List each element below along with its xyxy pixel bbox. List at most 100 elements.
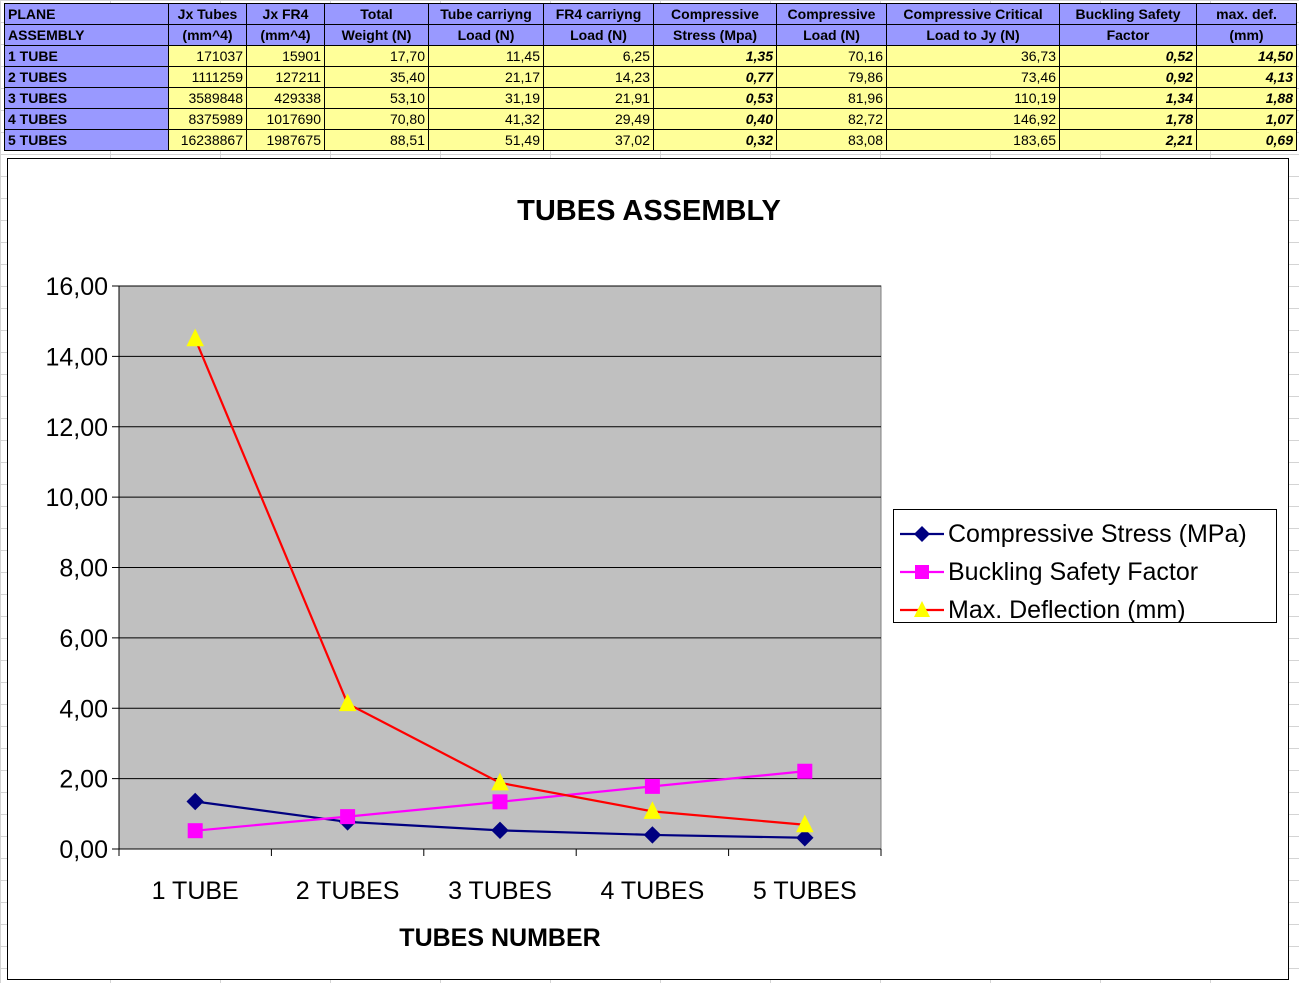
table-cell[interactable]: 2 TUBES [4,66,169,88]
table-header-cell[interactable]: Load (N) [776,24,887,46]
table-cell[interactable]: 1,34 [1059,87,1197,109]
data-point [492,794,508,810]
table-cell[interactable]: 0,53 [653,87,777,109]
table-header-cell[interactable]: FR4 carriyng [543,3,654,25]
data-point [795,814,814,833]
table-cell[interactable]: 6,25 [543,45,654,67]
table-header-cell[interactable]: Total [324,3,429,25]
table-cell[interactable]: 14,23 [543,66,654,88]
table-cell[interactable]: 51,49 [428,129,544,151]
data-point [643,826,662,844]
table-header-cell[interactable]: Jx FR4 [246,3,325,25]
x-tick-label: 4 TUBES [601,877,705,905]
table-cell[interactable]: 1 TUBE [4,45,169,67]
x-tick-label: 1 TUBE [152,877,239,905]
table-header-row: ASSEMBLY (mm^4) (mm^4) Weight (N) Load (N) Lo… [4,24,1297,46]
table-cell[interactable]: 1111259 [168,66,247,88]
table-header-cell[interactable]: Load (N) [428,24,544,46]
table-cell[interactable]: 1,07 [1196,108,1297,130]
table-cell[interactable]: 4 TUBES [4,108,169,130]
legend-item: Compressive Stress (MPa) [894,516,1276,554]
table-header-cell[interactable]: Buckling Safety [1059,3,1197,25]
table-cell[interactable]: 36,73 [886,45,1060,67]
table-cell[interactable]: 16238867 [168,129,247,151]
x-tick-label: 2 TUBES [296,877,400,905]
table-cell[interactable]: 11,45 [428,45,544,67]
table-cell[interactable]: 14,50 [1196,45,1297,67]
table-cell[interactable]: 5 TUBES [4,129,169,151]
table-cell[interactable]: 1,88 [1196,87,1297,109]
table-cell[interactable]: 53,10 [324,87,429,109]
table-cell[interactable]: 183,65 [886,129,1060,151]
table-cell[interactable]: 29,49 [543,108,654,130]
table-header-cell[interactable]: Load (N) [543,24,654,46]
table-cell[interactable]: 3589848 [168,87,247,109]
table-cell[interactable]: 31,19 [428,87,544,109]
table-cell[interactable]: 37,02 [543,129,654,151]
x-tick-label: 5 TUBES [753,877,857,905]
table-header-cell[interactable]: (mm) [1196,24,1297,46]
table-cell[interactable]: 1,35 [653,45,777,67]
table-cell[interactable]: 35,40 [324,66,429,88]
table-cell[interactable]: 1017690 [246,108,325,130]
table-header-cell[interactable]: (mm^4) [168,24,247,46]
table-cell[interactable]: 0,69 [1196,129,1297,151]
table-cell[interactable]: 21,91 [543,87,654,109]
table-row: 3 TUBES 3589848 429338 53,10 31,19 21,91 0,53 8… [4,87,1297,109]
table-cell[interactable]: 2,21 [1059,129,1197,151]
table-cell[interactable]: 21,17 [428,66,544,88]
data-point [186,792,204,811]
legend-swatch [900,526,944,542]
table-cell[interactable]: 83,08 [776,129,887,151]
table-cell[interactable]: 171037 [168,45,247,67]
table-header-row: PLANE Jx Tubes Jx FR4 Total Tube carriyng FR4… [4,3,1297,25]
table-header-cell[interactable]: Stress (Mpa) [653,24,777,46]
table-cell[interactable]: 1987675 [246,129,325,151]
table-row: 1 TUBE 171037 15901 17,70 11,45 6,25 1,35 70,16… [4,45,1297,67]
chart-title: TUBES ASSEMBLY [517,195,781,227]
table-cell[interactable]: 70,80 [324,108,429,130]
table-header-cell[interactable]: Compressive [776,3,887,25]
table-cell[interactable]: 1,78 [1059,108,1197,130]
table-cell[interactable]: 429338 [246,87,325,109]
table-cell[interactable]: 79,86 [776,66,887,88]
table-row: 2 TUBES 1111259 127211 35,40 21,17 14,23 0,77 7… [4,66,1297,88]
table-header-cell[interactable]: max. def. [1196,3,1297,25]
table-header-cell[interactable]: Jx Tubes [168,3,247,25]
table-cell[interactable]: 0,32 [653,129,777,151]
data-table: PLANE Jx Tubes Jx FR4 Total Tube carriyng FR4… [4,3,1297,151]
table-cell[interactable]: 15901 [246,45,325,67]
table-cell[interactable]: 0,52 [1059,45,1197,67]
table-cell[interactable]: 8375989 [168,108,247,130]
table-header-cell[interactable]: Tube carriyng [428,3,544,25]
table-header-cell[interactable]: PLANE [4,3,169,25]
table-cell[interactable]: 41,32 [428,108,544,130]
table-cell[interactable]: 110,19 [886,87,1060,109]
table-header-cell[interactable]: Compressive [653,3,777,25]
table-cell[interactable]: 0,77 [653,66,777,88]
table-cell[interactable]: 0,40 [653,108,777,130]
table-header-cell[interactable]: (mm^4) [246,24,325,46]
data-point [338,693,357,712]
table-cell[interactable]: 127211 [246,66,325,88]
legend-label: Compressive Stress (MPa) [948,520,1247,548]
legend: Compressive Stress (MPa) Buckling Safety … [893,509,1277,624]
table-cell[interactable]: 73,46 [886,66,1060,88]
table-row: 5 TUBES 16238867 1987675 88,51 51,49 37,02 0,3… [4,129,1297,151]
table-cell[interactable]: 0,92 [1059,66,1197,88]
table-cell[interactable]: 3 TUBES [4,87,169,109]
table-header-cell[interactable]: Weight (N) [324,24,429,46]
table-cell[interactable]: 146,92 [886,108,1060,130]
table-header-cell[interactable]: Load to Jy (N) [886,24,1060,46]
table-cell[interactable]: 4,13 [1196,66,1297,88]
table-cell[interactable]: 81,96 [776,87,887,109]
table-header-cell[interactable]: Factor [1059,24,1197,46]
table-cell[interactable]: 70,16 [776,45,887,67]
data-point [187,823,203,839]
table-cell[interactable]: 88,51 [324,129,429,151]
table-header-cell[interactable]: Compressive Critical [886,3,1060,25]
chart-area[interactable]: TUBES ASSEMBLY 0,00 2,00 4,00 6,00 8,00 10,00 1… [7,158,1289,980]
table-cell[interactable]: 82,72 [776,108,887,130]
table-cell[interactable]: 17,70 [324,45,429,67]
table-header-cell[interactable]: ASSEMBLY [4,24,169,46]
